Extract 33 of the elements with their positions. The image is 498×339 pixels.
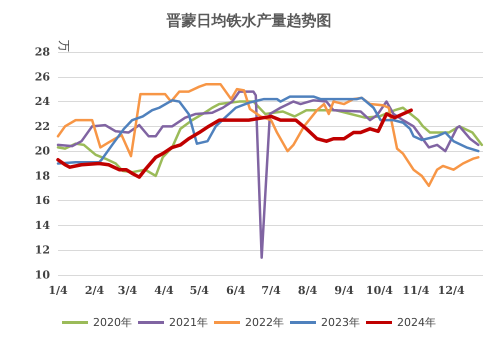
x-tick-label: 11/4	[402, 284, 430, 297]
y-tick-label: 22	[34, 120, 50, 133]
y-tick-label: 24	[34, 95, 50, 108]
y-axis-title: 万	[57, 40, 71, 52]
y-tick-label: 16	[34, 194, 50, 208]
line-series	[56, 95, 480, 165]
y-tick-label: 18	[34, 169, 50, 182]
legend-label: 2024年	[396, 316, 436, 329]
y-tick-label: 20	[34, 144, 50, 158]
x-tick-label: 7/4	[261, 284, 282, 297]
x-tick-label: 3/4	[118, 284, 138, 297]
x-tick-label: 10/4	[366, 284, 394, 297]
line-series	[56, 82, 480, 188]
x-tick-label: 1/4	[48, 284, 68, 297]
legend-label: 2021年	[169, 316, 208, 329]
y-tick-label: 26	[34, 70, 50, 84]
chart-title: 晋蒙日均铁水产量趋势图	[166, 12, 332, 30]
legend-label: 2020年	[93, 316, 132, 329]
legend-label: 2023年	[320, 316, 360, 329]
x-tick-label: 9/4	[334, 284, 354, 297]
x-tick-label: 2/4	[84, 284, 105, 297]
x-tick-label: 5/4	[190, 284, 210, 297]
line-series	[56, 108, 413, 179]
y-tick-label: 14	[34, 218, 50, 232]
line-series	[56, 90, 480, 259]
y-tick-label: 10	[34, 268, 50, 282]
x-tick-label: 8/4	[298, 284, 318, 297]
x-tick-label: 6/4	[226, 284, 246, 297]
x-tick-label: 12/4	[438, 284, 466, 297]
y-tick-label: 12	[34, 244, 50, 257]
x-tick-label: 4/4	[154, 284, 174, 297]
y-tick-label: 28	[34, 46, 50, 58]
legend-label: 2022年	[245, 316, 284, 329]
